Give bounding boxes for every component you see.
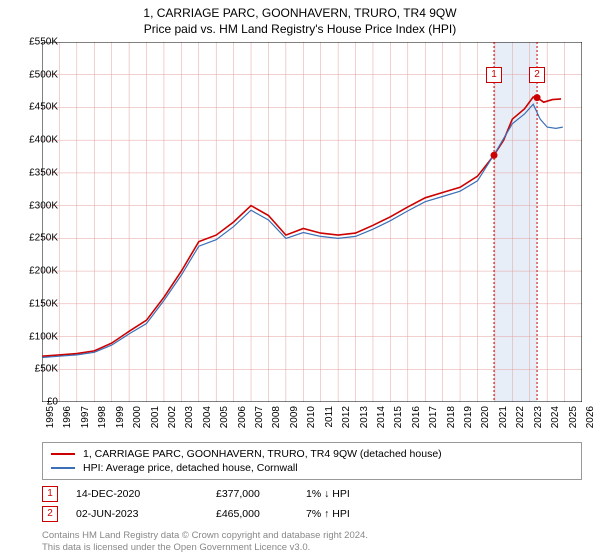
y-tick-label: £300K	[8, 200, 58, 211]
x-tick-label: 2009	[289, 406, 300, 428]
x-tick-label: 1998	[97, 406, 108, 428]
y-tick-label: £550K	[8, 37, 58, 48]
sale-pct: 7% ↑ HPI	[306, 508, 446, 520]
marker-icon: 1	[42, 486, 58, 502]
legend-swatch	[51, 467, 75, 469]
sale-marker-box: 2	[529, 67, 545, 83]
x-tick-label: 2017	[428, 406, 439, 428]
x-tick-label: 2007	[254, 406, 265, 428]
sale-date: 14-DEC-2020	[76, 488, 216, 500]
table-row: 1 14-DEC-2020 £377,000 1% ↓ HPI	[42, 484, 582, 504]
x-tick-label: 2011	[324, 406, 335, 428]
footer: Contains HM Land Registry data © Crown c…	[42, 530, 368, 554]
x-tick-label: 2020	[480, 406, 491, 428]
footer-line: Contains HM Land Registry data © Crown c…	[42, 530, 368, 542]
sale-date: 02-JUN-2023	[76, 508, 216, 520]
x-tick-label: 2022	[515, 406, 526, 428]
legend-label: HPI: Average price, detached house, Corn…	[83, 462, 298, 474]
x-tick-label: 2006	[237, 406, 248, 428]
sale-pct: 1% ↓ HPI	[306, 488, 446, 500]
x-tick-label: 2015	[393, 406, 404, 428]
x-tick-label: 2025	[568, 406, 579, 428]
x-tick-label: 2001	[150, 406, 161, 428]
x-tick-label: 1996	[62, 406, 73, 428]
x-tick-label: 2019	[463, 406, 474, 428]
chart-subtitle: Price paid vs. HM Land Registry's House …	[0, 20, 600, 36]
y-tick-label: £350K	[8, 167, 58, 178]
y-tick-label: £200K	[8, 266, 58, 277]
sale-price: £465,000	[216, 508, 306, 520]
x-tick-label: 2010	[306, 406, 317, 428]
x-tick-label: 2008	[271, 406, 282, 428]
chart-area	[42, 42, 582, 402]
x-tick-label: 2021	[498, 406, 509, 428]
x-tick-label: 1995	[45, 406, 56, 428]
y-tick-label: £250K	[8, 233, 58, 244]
y-tick-label: £50K	[8, 364, 58, 375]
x-tick-label: 2018	[446, 406, 457, 428]
y-tick-label: £500K	[8, 69, 58, 80]
chart-svg	[42, 42, 582, 402]
y-tick-label: £100K	[8, 331, 58, 342]
x-tick-label: 2014	[376, 406, 387, 428]
legend-label: 1, CARRIAGE PARC, GOONHAVERN, TRURO, TR4…	[83, 448, 442, 460]
x-tick-label: 2024	[550, 406, 561, 428]
legend-row: 1, CARRIAGE PARC, GOONHAVERN, TRURO, TR4…	[51, 447, 573, 461]
legend-row: HPI: Average price, detached house, Corn…	[51, 461, 573, 475]
table-row: 2 02-JUN-2023 £465,000 7% ↑ HPI	[42, 504, 582, 524]
legend: 1, CARRIAGE PARC, GOONHAVERN, TRURO, TR4…	[42, 442, 582, 480]
x-tick-label: 2016	[411, 406, 422, 428]
marker-icon: 2	[42, 506, 58, 522]
footer-line: This data is licensed under the Open Gov…	[42, 542, 368, 554]
x-tick-label: 2026	[585, 406, 596, 428]
y-tick-label: £450K	[8, 102, 58, 113]
y-tick-label: £400K	[8, 135, 58, 146]
legend-swatch	[51, 453, 75, 455]
sale-marker-box: 1	[486, 67, 502, 83]
x-tick-label: 2004	[202, 406, 213, 428]
x-tick-label: 2013	[359, 406, 370, 428]
x-tick-label: 2012	[341, 406, 352, 428]
x-tick-label: 2000	[132, 406, 143, 428]
x-tick-label: 1999	[115, 406, 126, 428]
x-tick-label: 2023	[533, 406, 544, 428]
chart-title: 1, CARRIAGE PARC, GOONHAVERN, TRURO, TR4…	[0, 0, 600, 20]
sale-price: £377,000	[216, 488, 306, 500]
x-tick-label: 1997	[80, 406, 91, 428]
sales-table: 1 14-DEC-2020 £377,000 1% ↓ HPI 2 02-JUN…	[42, 484, 582, 524]
x-tick-label: 2003	[184, 406, 195, 428]
y-tick-label: £150K	[8, 298, 58, 309]
x-tick-label: 2005	[219, 406, 230, 428]
x-tick-label: 2002	[167, 406, 178, 428]
